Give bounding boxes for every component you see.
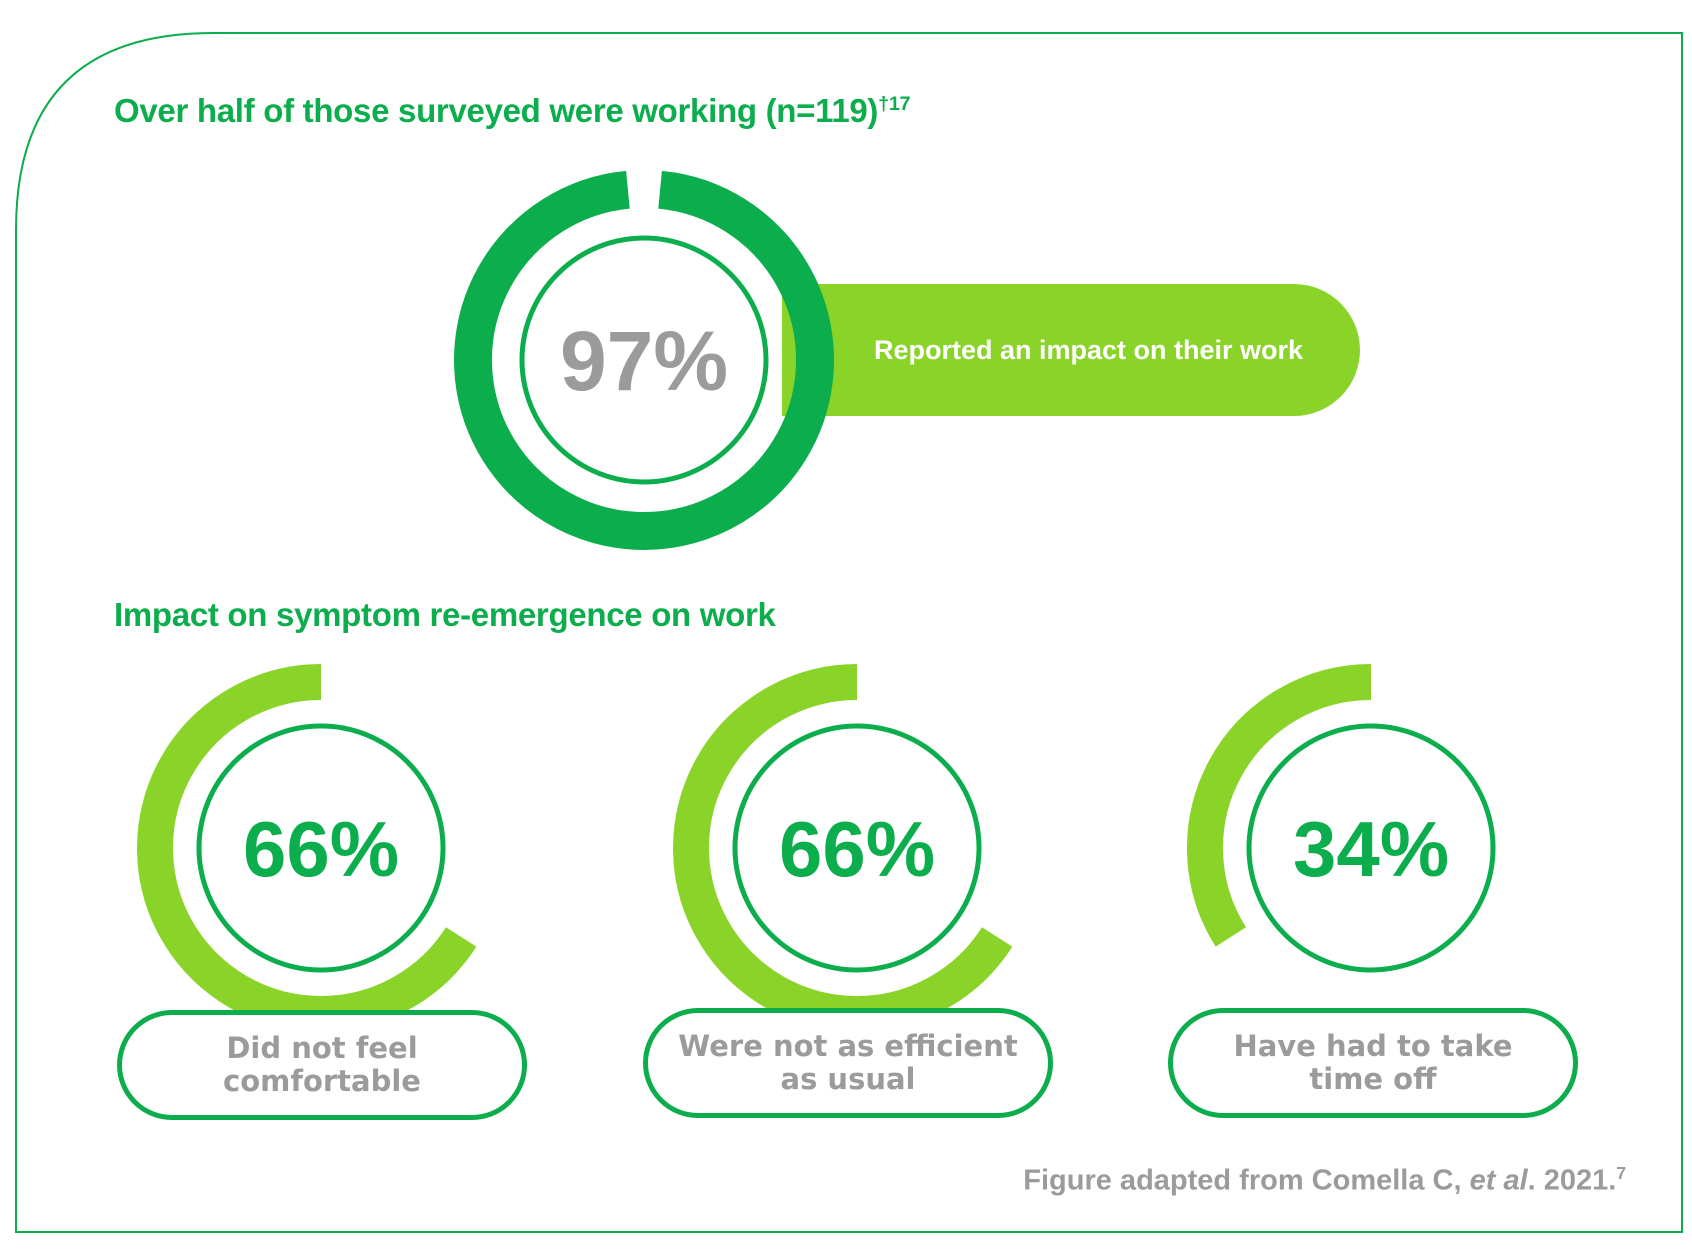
donut-2-value-label: 34% bbox=[1293, 805, 1449, 893]
donut-2-arc bbox=[1187, 664, 1372, 947]
donut-0-value-label: 66% bbox=[243, 805, 399, 893]
section-title: Impact on symptom re-emergence on work bbox=[114, 596, 776, 633]
caption-time-off: Have had to take time off bbox=[1168, 1008, 1578, 1118]
donut-1-value-label: 66% bbox=[779, 805, 935, 893]
caption-did-not-feel-comfortable: Did not feel comfortable bbox=[117, 1010, 527, 1120]
main-chart-title: Over half of those surveyed were working… bbox=[114, 92, 911, 129]
donut-2-inner-ring bbox=[1246, 723, 1496, 973]
main-donut-inner-ring bbox=[519, 235, 769, 485]
donut-0-arc bbox=[137, 664, 477, 1032]
main-donut-value-label: 97% bbox=[560, 314, 728, 408]
donut-1-inner-ring bbox=[732, 723, 982, 973]
donut-1-arc bbox=[673, 664, 1013, 1032]
impact-label: Reported an impact on their work bbox=[874, 334, 1304, 365]
impact-label-pill: Reported an impact on their work bbox=[782, 284, 1360, 416]
caption-not-efficient: Were not as efficient as usual bbox=[643, 1008, 1053, 1118]
source-citation: Figure adapted from Comella C, et al. 20… bbox=[1023, 1163, 1626, 1197]
donut-0-inner-ring bbox=[196, 723, 446, 973]
title-superscript: †17 bbox=[878, 93, 911, 115]
main-donut-arc bbox=[454, 170, 834, 550]
